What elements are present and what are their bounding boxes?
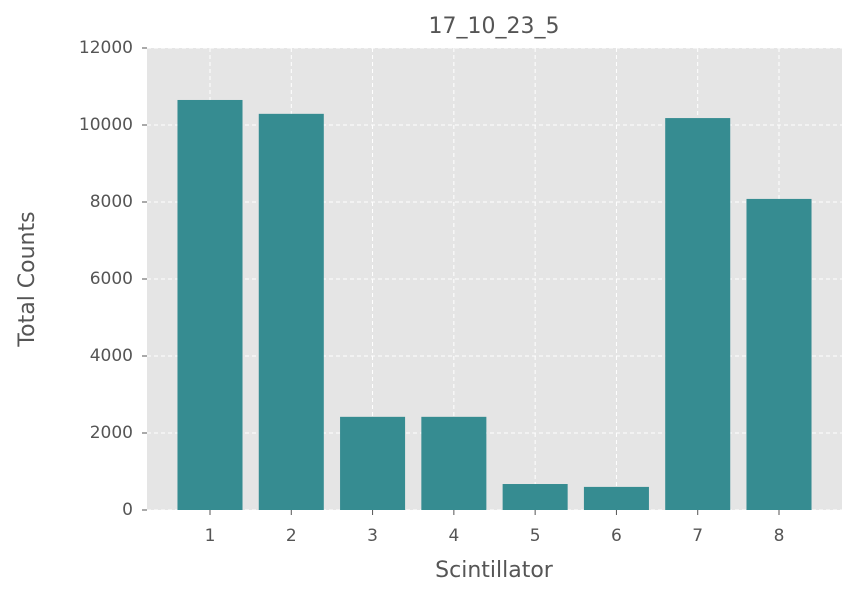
- bar: [583, 486, 649, 510]
- x-tick-label: 3: [367, 526, 378, 546]
- y-axis-label: Total Counts: [15, 211, 40, 347]
- x-tick-label: 1: [205, 526, 216, 546]
- y-tick-label: 6000: [90, 269, 133, 289]
- y-tick-label: 8000: [90, 192, 133, 212]
- y-tick-label: 10000: [79, 115, 133, 135]
- x-axis-label: Scintillator: [435, 558, 554, 583]
- bar: [340, 416, 406, 510]
- bar: [746, 198, 812, 511]
- x-tick-label: 4: [448, 526, 459, 546]
- x-tick-label: 6: [611, 526, 622, 546]
- bar: [177, 99, 243, 510]
- y-tick-label: 0: [122, 500, 133, 520]
- y-tick-label: 2000: [90, 423, 133, 443]
- x-tick-label: 7: [692, 526, 703, 546]
- bar: [502, 484, 568, 510]
- chart-title: 17_10_23_5: [429, 14, 560, 39]
- x-tick-label: 5: [530, 526, 541, 546]
- x-tick-label: 2: [286, 526, 297, 546]
- y-tick-label: 4000: [90, 346, 133, 366]
- x-tick-label: 8: [774, 526, 785, 546]
- bar: [665, 118, 731, 510]
- bar: [421, 416, 487, 510]
- bar: [258, 113, 324, 511]
- y-tick-label: 12000: [79, 38, 133, 58]
